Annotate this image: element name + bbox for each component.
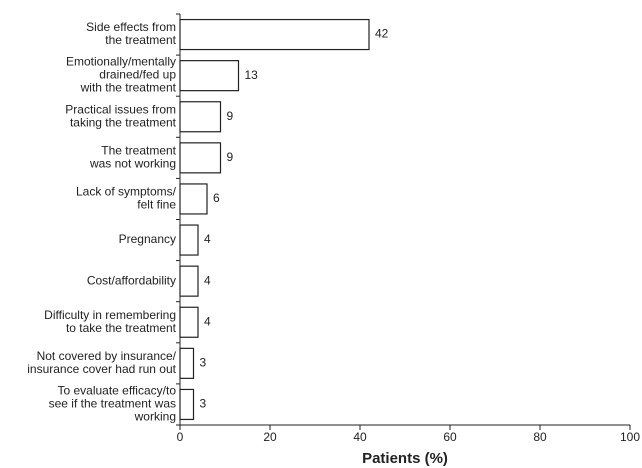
value-label: 6: [213, 191, 220, 205]
bar: [179, 347, 195, 379]
y-tick-label: To evaluate efficacy/to see if the treatm…: [49, 384, 177, 424]
x-tick-label: 0: [177, 430, 184, 444]
bar: [179, 101, 222, 133]
value-label: 4: [204, 232, 211, 246]
x-tick-label: 80: [533, 430, 547, 444]
x-tick-label: 100: [620, 430, 640, 444]
value-label: 3: [200, 397, 207, 411]
y-tick-label: Side effects from the treatment: [86, 20, 176, 47]
y-tick-label: Lack of symptoms/felt fine: [76, 185, 177, 212]
bar: [179, 388, 195, 421]
bar: [179, 265, 199, 297]
bar: [179, 60, 240, 92]
y-tick-label: Difficulty in remembering to take the tre…: [44, 308, 176, 335]
y-tick-label: Emotionally/mentally drained/fed up with t…: [66, 55, 177, 95]
y-tick-label: Practical issues from taking the treatmen…: [65, 102, 176, 129]
x-axis-title: Patients (%): [362, 450, 448, 467]
y-tick-label: Cost/affordability: [87, 273, 176, 287]
value-label: 13: [245, 68, 259, 82]
value-label: 4: [204, 273, 211, 287]
value-label: 9: [227, 150, 234, 164]
x-tick-label: 40: [353, 430, 367, 444]
bar: [179, 306, 199, 338]
y-tick-label: Pregnancy: [119, 232, 176, 246]
bar: [179, 18, 370, 51]
value-label: 9: [227, 109, 234, 123]
x-tick-label: 60: [443, 430, 457, 444]
bar: [179, 142, 222, 174]
bar: [179, 224, 199, 256]
value-label: 4: [204, 314, 211, 328]
value-label: 3: [200, 356, 207, 370]
y-tick-label: The treatment was not working: [89, 144, 177, 171]
y-tick-label: Not covered by insurance/insurance cover…: [27, 349, 176, 376]
x-tick-label: 20: [263, 430, 277, 444]
value-label: 42: [375, 27, 389, 41]
bar: [179, 183, 208, 215]
